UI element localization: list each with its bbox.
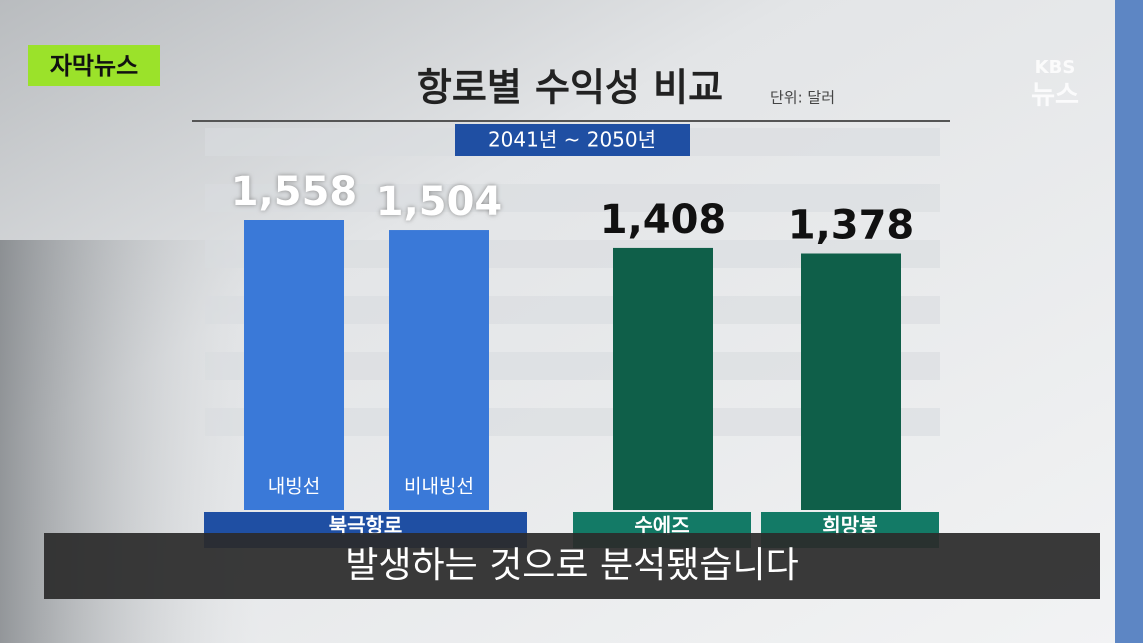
logo-brand: KBS — [1035, 57, 1076, 78]
bar — [613, 247, 713, 510]
bar — [389, 230, 489, 511]
value-label: 1,504 — [376, 179, 503, 225]
badge-box — [28, 45, 160, 86]
category-label: 내빙선 — [268, 476, 320, 498]
bar — [244, 220, 344, 510]
side-stripe — [1115, 0, 1143, 643]
value-label: 1,558 — [231, 169, 358, 215]
logo-name: 뉴스 — [1031, 81, 1079, 111]
badge: 자막뉴스 — [50, 52, 138, 80]
unit-label: 단위: 달러 — [770, 89, 835, 107]
stripe — [205, 184, 940, 212]
caption: 발생하는 것으로 분석됐습니다 — [345, 545, 798, 586]
category-label: 비내빙선 — [404, 476, 474, 498]
value-label-glow: 1,504 — [376, 179, 503, 225]
caption-box — [44, 533, 1100, 599]
bar — [801, 253, 901, 510]
period-box — [455, 124, 690, 156]
value-label-glow: 1,558 — [231, 169, 358, 215]
chart-title: 항로별 수익성 비교 — [417, 66, 723, 110]
value-label: 1,378 — [788, 203, 915, 249]
value-label: 1,408 — [600, 197, 727, 243]
period-label: 2041년 ~ 2050년 — [488, 128, 656, 152]
